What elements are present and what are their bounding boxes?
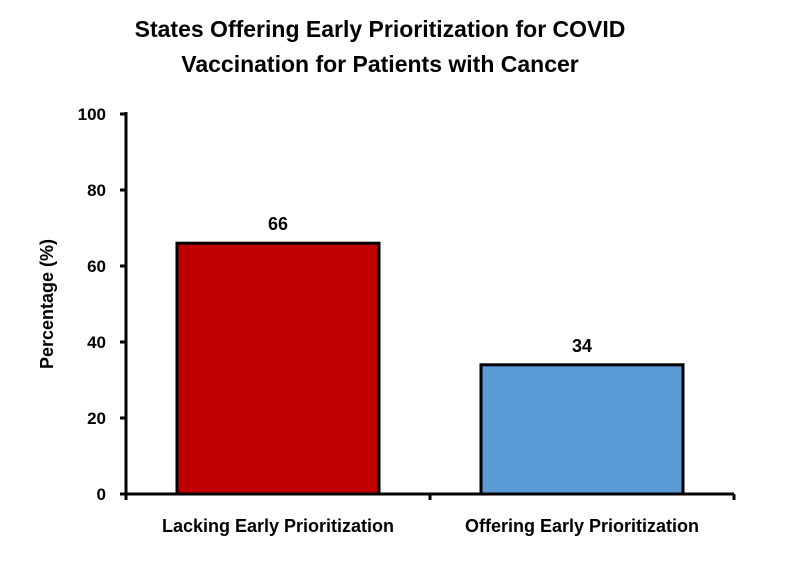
bar-value-label: 34	[572, 336, 592, 356]
y-tick-label: 0	[97, 485, 106, 504]
y-tick-label: 60	[87, 257, 106, 276]
category-labels: Lacking Early Prioritization Offering Ear…	[162, 516, 699, 536]
data-labels: 66 34	[268, 214, 592, 356]
y-axis-title: Percentage (%)	[37, 239, 57, 369]
bar-value-label: 66	[268, 214, 288, 234]
chart-title: States Offering Early Prioritization for…	[0, 12, 760, 82]
y-tick-label: 20	[87, 409, 106, 428]
axes	[124, 112, 736, 500]
x-category-label: Lacking Early Prioritization	[162, 516, 394, 536]
bar	[175, 241, 381, 496]
y-tick-label: 80	[87, 181, 106, 200]
chart-title-line-1: States Offering Early Prioritization for…	[134, 16, 626, 42]
bar	[479, 363, 685, 496]
y-tick-label: 100	[78, 105, 106, 124]
y-tick-label: 40	[87, 333, 106, 352]
chart-title-line-2: Vaccination for Patients with Cancer	[181, 51, 579, 77]
bars	[175, 241, 685, 496]
x-category-label: Offering Early Prioritization	[465, 516, 699, 536]
y-axis-ticks: 0 20 40 60 80 100	[78, 105, 126, 504]
